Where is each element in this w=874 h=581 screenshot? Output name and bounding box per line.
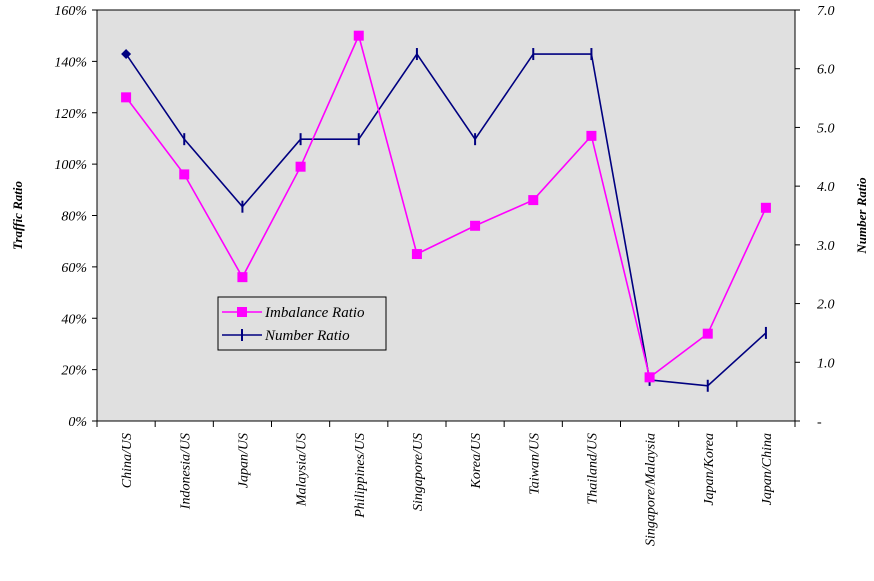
x-axis-tick-label: China/US	[120, 433, 135, 488]
number-ratio-line	[125, 52, 767, 387]
x-axis-tick-label: Thailand/US	[585, 433, 600, 505]
imbalance-ratio-point	[179, 169, 190, 180]
right-axis-tick-label: 6.0	[817, 63, 835, 78]
left-axis-tick-label: 80%	[61, 210, 87, 225]
series-layer	[121, 30, 771, 392]
right-axis-tick-label: 2.0	[817, 298, 835, 313]
left-axis-tick-label: 160%	[54, 4, 87, 19]
left-axis-tick-label: 40%	[61, 312, 87, 327]
x-axis-tick-label: Japan/Korea	[702, 433, 717, 506]
imbalance-ratio-point	[121, 92, 132, 103]
imbalance-ratio-point	[353, 30, 364, 41]
imbalance-ratio-point	[586, 130, 597, 141]
imbalance-ratio-point	[237, 272, 248, 283]
x-axis-tick-label: Indonesia/US	[178, 433, 193, 510]
legend-marker-imbalance	[237, 307, 247, 317]
x-axis-tick-label: Singapore/US	[411, 433, 426, 511]
right-axis-tick-label: -	[817, 415, 822, 430]
right-axis-tick-label: 4.0	[817, 180, 835, 195]
imbalance-ratio-point	[702, 328, 713, 339]
x-axis-tick-label: Korea/US	[469, 433, 484, 489]
left-axis-tick-label: 0%	[68, 415, 87, 430]
right-axis: - 1.0 2.0 3.0 4.0 5.0 6.0 7.0	[795, 4, 835, 430]
left-axis-tick-label: 60%	[61, 261, 87, 276]
imbalance-ratio-point	[411, 249, 422, 260]
legend-box	[217, 296, 387, 351]
imbalance-ratio-point	[470, 220, 481, 231]
imbalance-ratio-point	[644, 372, 655, 383]
left-axis-tick-label: 120%	[54, 107, 87, 122]
legend-label-number: Number Ratio	[264, 328, 350, 344]
legend-label-imbalance: Imbalance Ratio	[264, 305, 365, 321]
x-axis-tick-label: Philippines/US	[353, 433, 368, 519]
imbalance-ratio-line	[125, 33, 767, 379]
right-axis-tick-label: 1.0	[817, 356, 835, 371]
left-axis-tick-label: 100%	[54, 158, 87, 173]
y-axis-title: Traffic Ratio	[10, 181, 25, 250]
number-ratio-point	[121, 49, 132, 60]
x-axis-tick-label: Malaysia/US	[295, 433, 310, 507]
right-axis-tick-label: 3.0	[816, 239, 835, 254]
right-axis-tick-label: 7.0	[817, 4, 835, 19]
x-axis-tick-label: Singapore/Malaysia	[644, 433, 659, 546]
y2-axis-title: Number Ratio	[854, 177, 869, 255]
x-axis: China/US Indonesia/US Japan/US Malaysia/US P…	[96, 421, 796, 546]
x-axis-tick-label: Taiwan/US	[527, 433, 542, 495]
legend: Imbalance Ratio Number Ratio	[217, 296, 387, 351]
imbalance-ratio-point	[760, 202, 771, 213]
imbalance-ratio-point	[528, 195, 539, 206]
left-axis: 0% 20% 40% 60% 80% 100% 120% 140% 160%	[54, 4, 97, 430]
x-axis-tick-label: Japan/China	[760, 433, 775, 505]
left-axis-tick-label: 140%	[54, 55, 87, 70]
left-axis-tick-label: 20%	[61, 364, 87, 379]
x-axis-tick-label: Japan/US	[236, 433, 251, 488]
right-axis-tick-label: 5.0	[817, 121, 835, 136]
plot-area	[96, 9, 796, 422]
imbalance-ratio-point	[295, 161, 306, 172]
